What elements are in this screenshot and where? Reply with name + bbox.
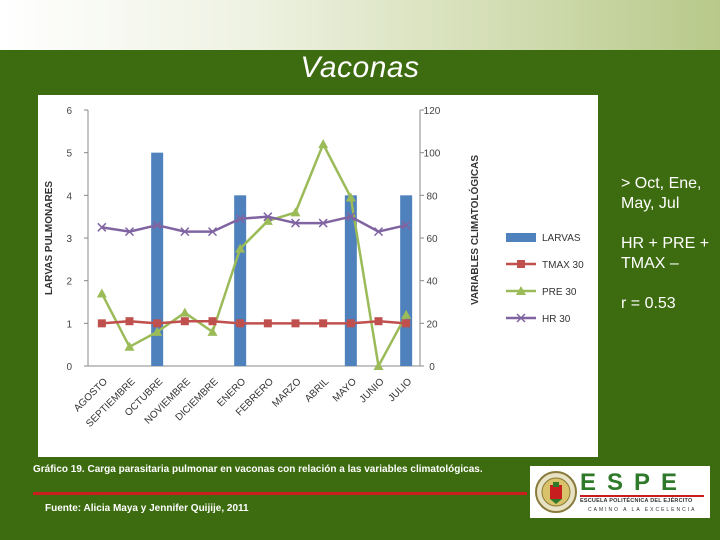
point-pre	[152, 326, 163, 336]
side-notes: > Oct, Ene, May, Jul HR + PRE + TMAX – r…	[621, 174, 717, 334]
point-tmax	[346, 319, 355, 328]
point-tmax	[319, 319, 328, 328]
point-pre	[318, 139, 329, 149]
bar-larvas	[151, 152, 164, 366]
left-tick-label: 2	[66, 277, 72, 288]
x-tick-label: MAYO	[331, 376, 359, 404]
point-hr	[180, 227, 190, 237]
line-hr-30	[101, 215, 407, 233]
legend-label: HR 30	[542, 314, 571, 325]
point-hr	[235, 214, 245, 224]
x-tick-label: MARZO	[270, 376, 303, 409]
point-pre	[401, 309, 412, 319]
y-axis-title: LARVAS PULMONARES	[44, 181, 55, 295]
point-pre	[262, 215, 273, 225]
point-tmax	[97, 319, 106, 328]
point-hr	[401, 220, 411, 230]
point-hr	[346, 212, 356, 222]
legend-marker-x	[516, 313, 526, 323]
left-tick-label: 0	[66, 362, 72, 373]
point-hr	[207, 227, 218, 237]
point-hr	[318, 218, 328, 228]
point-pre	[207, 326, 218, 336]
point-pre	[124, 341, 135, 351]
top-header-band	[0, 0, 720, 50]
right-tick-label: 100	[424, 149, 441, 160]
point-pre	[179, 307, 190, 317]
x-tick-label: ABRIL	[303, 376, 332, 405]
point-pre	[373, 361, 384, 370]
figure-source: Fuente: Alicia Maya y Jennifer Quijije, …	[45, 503, 249, 514]
line-pre-30	[100, 142, 408, 368]
point-pre	[290, 207, 301, 217]
x-tick-label: JUNIO	[358, 376, 387, 405]
note-months: > Oct, Ene, May, Jul	[621, 175, 702, 212]
right-tick-label: 60	[426, 234, 438, 245]
bar-larvas	[400, 195, 413, 366]
point-pre	[345, 192, 356, 202]
legend-label: PRE 30	[542, 287, 577, 298]
point-pre	[96, 288, 107, 298]
espe-seal-icon	[535, 471, 577, 513]
note-correlation: r = 0.53	[621, 295, 676, 312]
right-tick-label: 40	[426, 277, 438, 288]
logo-rule	[580, 495, 704, 497]
point-pre	[235, 243, 246, 253]
red-divider	[33, 492, 527, 495]
point-tmax	[180, 317, 189, 326]
right-tick-label: 0	[429, 362, 435, 373]
legend-label: LARVAS	[542, 233, 581, 244]
right-tick-label: 120	[424, 106, 441, 117]
point-hr	[124, 227, 135, 237]
legend-label: TMAX 30	[542, 260, 584, 271]
left-tick-label: 4	[66, 191, 72, 202]
y2-axis-title: VARIABLES CLIMATOLÓGICAS	[468, 155, 481, 305]
point-tmax	[402, 319, 411, 328]
point-tmax	[236, 319, 245, 328]
legend-swatch-larvas	[506, 233, 536, 242]
espe-wordmark: ESPE	[580, 469, 689, 496]
point-hr	[373, 227, 384, 237]
bottom-strip	[0, 520, 720, 540]
x-tick-label: JULIO	[386, 376, 414, 404]
left-tick-label: 1	[66, 319, 72, 330]
line-tmax-30	[101, 319, 407, 325]
legend-marker-triangle	[516, 286, 526, 295]
point-hr	[97, 222, 107, 232]
right-tick-label: 20	[426, 319, 438, 330]
logo-motto: CAMINO A LA EXCELENCIA	[588, 507, 697, 513]
espe-logo: ESPE ESCUELA POLITÉCNICA DEL EJÉRCITO CA…	[530, 466, 710, 518]
point-tmax	[153, 319, 162, 328]
point-hr	[263, 212, 273, 222]
point-tmax	[208, 317, 217, 326]
slide-title: Vaconas	[300, 51, 420, 84]
logo-subtitle: ESCUELA POLITÉCNICA DEL EJÉRCITO	[580, 498, 693, 504]
left-tick-label: 5	[66, 149, 72, 160]
figure-caption: Gráfico 19. Carga parasitaria pulmonar e…	[33, 464, 483, 475]
left-tick-label: 3	[66, 234, 72, 245]
point-tmax	[263, 319, 272, 328]
chart-panel: 0 1 2 3 4 5 6 0 20 40 60 80 100 120 LARVAS TMAX 30 PRE …	[38, 95, 598, 457]
note-variables: HR + PRE + TMAX –	[621, 235, 710, 272]
point-hr	[290, 218, 301, 228]
right-tick-label: 80	[426, 191, 438, 202]
point-tmax	[374, 317, 383, 326]
left-tick-label: 6	[66, 106, 72, 117]
legend-marker-square	[517, 260, 525, 268]
point-tmax	[125, 317, 134, 326]
point-tmax	[291, 319, 300, 328]
point-hr	[152, 220, 162, 230]
